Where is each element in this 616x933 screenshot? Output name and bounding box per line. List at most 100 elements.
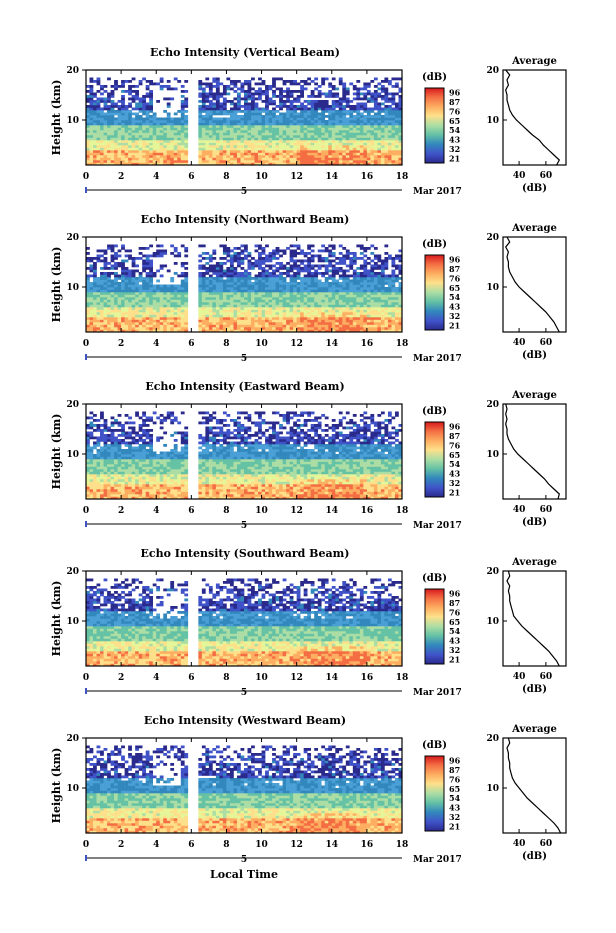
heatmap-cell (353, 135, 357, 138)
heatmap-cell (384, 252, 388, 255)
heatmap-cell (90, 257, 94, 260)
heatmap-cell (304, 322, 308, 325)
heatmap-cell (118, 138, 122, 141)
heatmap-cell (290, 282, 294, 285)
heatmap-cell (139, 320, 143, 323)
heatmap-cell (370, 153, 374, 156)
heatmap-cell (293, 282, 297, 285)
heatmap-cell (230, 155, 234, 158)
heatmap-cell (163, 128, 167, 131)
heatmap-cell (146, 300, 150, 303)
heatmap-cell (202, 257, 206, 260)
heatmap-cell (114, 292, 118, 295)
heatmap-cell (93, 257, 97, 260)
heatmap-cell (219, 118, 223, 121)
heatmap-cell (332, 85, 336, 88)
heatmap-cell (212, 287, 216, 290)
heatmap-cell (314, 95, 318, 98)
heatmap-cell (167, 150, 171, 153)
heatmap-cell (209, 267, 213, 270)
heatmap-cell (198, 155, 202, 158)
heatmap-cell (142, 155, 146, 158)
heatmap-cell (198, 120, 202, 123)
x-tick-label: 0 (83, 172, 89, 182)
heatmap-cell (300, 88, 304, 91)
heatmap-cell (272, 80, 276, 83)
heatmap-cell (360, 247, 364, 250)
heatmap-cell (104, 315, 108, 318)
heatmap-cell (353, 133, 357, 136)
heatmap-cell (283, 325, 287, 328)
heatmap-cell (146, 160, 150, 163)
heatmap-cell (332, 138, 336, 141)
heatmap-cell (212, 250, 216, 253)
heatmap-cell (205, 83, 209, 86)
heatmap-cell (167, 317, 171, 320)
heatmap-cell (367, 153, 371, 156)
heatmap-cell (184, 255, 188, 258)
heatmap-cell (325, 260, 329, 263)
heatmap-cell (300, 140, 304, 143)
heatmap-cell (202, 103, 206, 106)
heatmap-cell (107, 145, 111, 148)
heatmap-cell (135, 160, 139, 163)
heatmap-cell (332, 260, 336, 263)
heatmap-cell (216, 275, 220, 278)
heatmap-cell (205, 297, 209, 300)
heatmap-cell (265, 158, 269, 161)
heatmap-cell (167, 125, 171, 128)
heatmap-cell (167, 85, 171, 88)
heatmap-cell (114, 325, 118, 328)
heatmap-cell (391, 297, 395, 300)
heatmap-cell (381, 277, 385, 280)
heatmap-cell (391, 160, 395, 163)
heatmap-cell (170, 88, 174, 91)
heatmap-cell (374, 95, 378, 98)
heatmap-cell (107, 120, 111, 123)
heatmap-cell (237, 108, 241, 111)
heatmap-cell (395, 145, 399, 148)
heatmap-cell (311, 312, 315, 315)
heatmap-cell (272, 295, 276, 298)
heatmap-cell (258, 88, 262, 91)
heatmap-cell (139, 302, 143, 305)
heatmap-cell (272, 123, 276, 126)
heatmap-cell (198, 305, 202, 308)
heatmap-cell (135, 143, 139, 146)
heatmap-cell (202, 143, 206, 146)
heatmap-cell (328, 138, 332, 141)
heatmap-cell (391, 277, 395, 280)
heatmap-cell (153, 125, 157, 128)
heatmap-cell (111, 138, 115, 141)
heatmap-cell (381, 282, 385, 285)
heatmap-cell (177, 252, 181, 255)
heatmap-cell (262, 315, 266, 318)
heatmap-cell (181, 118, 185, 121)
heatmap-cell (363, 115, 367, 118)
heatmap-cell (93, 270, 97, 273)
heatmap-cell (258, 113, 262, 116)
heatmap-cell (230, 158, 234, 161)
heatmap-cell (276, 327, 280, 330)
heatmap-cell (314, 145, 318, 148)
heatmap-cell (395, 325, 399, 328)
heatmap-cell (135, 128, 139, 131)
heatmap-cell (269, 255, 273, 258)
heatmap-cell (321, 118, 325, 121)
heatmap-cell (304, 270, 308, 273)
heatmap-cell (163, 327, 167, 330)
heatmap-cell (258, 118, 262, 121)
heatmap-cell (170, 150, 174, 153)
heatmap-cell (212, 315, 216, 318)
heatmap-cell (356, 120, 360, 123)
heatmap-cell (311, 307, 315, 310)
heatmap-cell (237, 110, 241, 113)
heatmap-cell (226, 100, 230, 103)
heatmap-cell (139, 315, 143, 318)
heatmap-cell (212, 78, 216, 81)
heatmap-cell (349, 302, 353, 305)
heatmap-cell (135, 130, 139, 133)
heatmap-cell (290, 125, 294, 128)
heatmap-cell (244, 305, 248, 308)
